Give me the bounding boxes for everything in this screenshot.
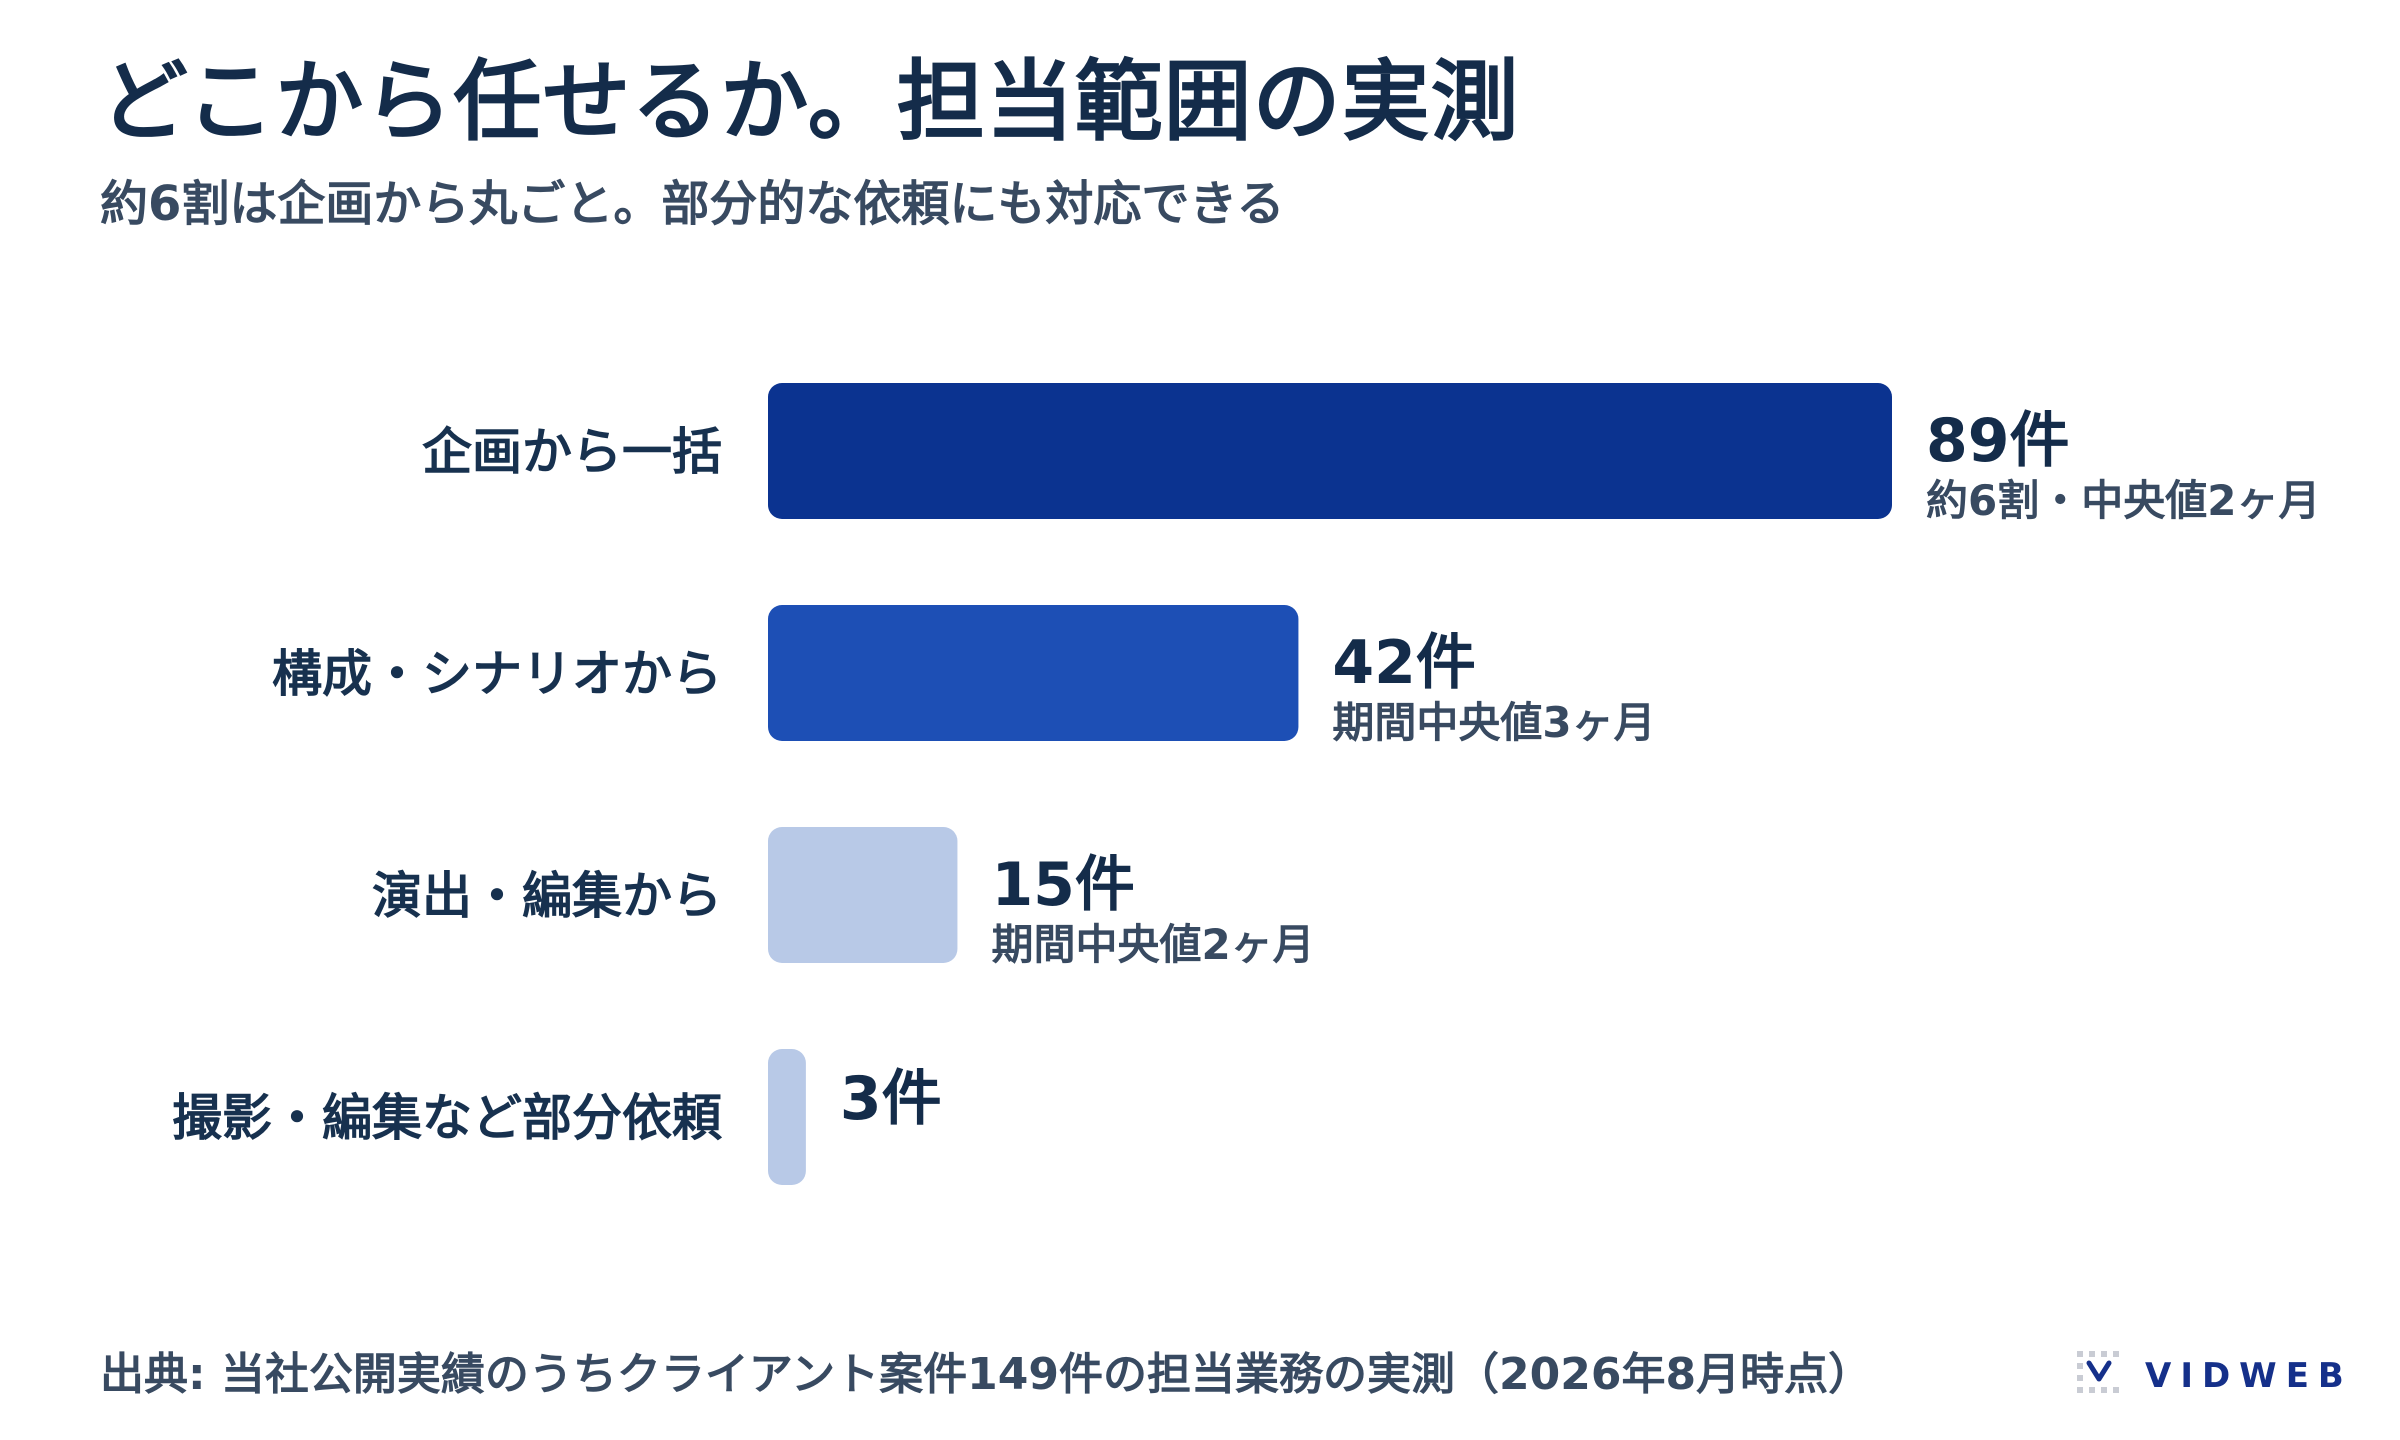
value-label: 89件	[1926, 406, 2070, 476]
category-label: 撮影・編集など部分依頼	[172, 1089, 723, 1147]
chart-subtitle: 約6割は企画から丸ごと。部分的な依頼にも対応できる	[100, 176, 1285, 232]
bar-note: 期間中央値3ヶ月	[1332, 698, 1655, 747]
bar	[768, 827, 958, 963]
value-label: 42件	[1332, 628, 1476, 698]
category-label: 演出・編集から	[372, 867, 722, 925]
chart-title: どこから任せるか。担当範囲の実測	[100, 50, 1520, 153]
value-label: 15件	[991, 850, 1135, 920]
value-label: 3件	[840, 1064, 942, 1134]
vidweb-logo: VIDWEB	[2075, 1346, 2353, 1406]
category-label: 企画から一括	[422, 423, 722, 481]
bar	[768, 383, 1892, 519]
bar-note: 約6割・中央値2ヶ月	[1926, 476, 2320, 525]
logo-text: VIDWEB	[2145, 1356, 2353, 1396]
bar	[768, 1049, 806, 1185]
vidweb-logo-icon	[2077, 1351, 2119, 1393]
bar	[768, 605, 1299, 741]
source-note: 出典: 当社公開実績のうちクライアント案件149件の担当業務の実測（2026年8…	[100, 1349, 1873, 1400]
category-label: 構成・シナリオから	[272, 645, 722, 703]
bar-note: 期間中央値2ヶ月	[991, 920, 1314, 969]
